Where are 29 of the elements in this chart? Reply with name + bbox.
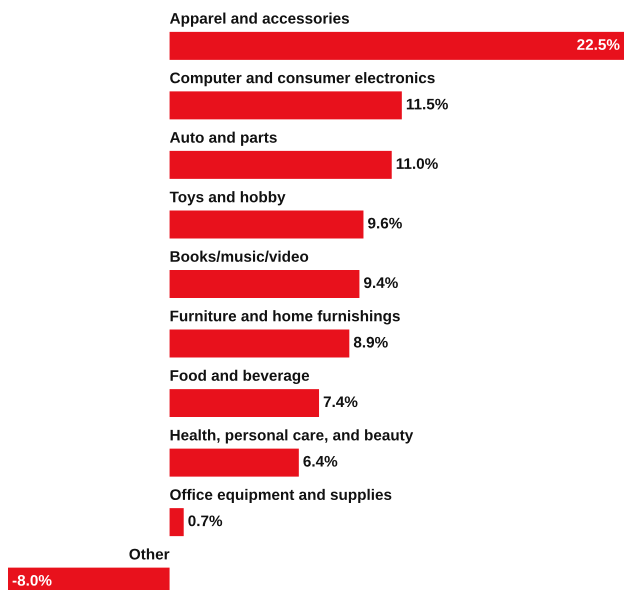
bar	[170, 91, 402, 120]
bar	[170, 150, 392, 179]
data-label: 6.4%	[303, 456, 338, 467]
bar	[170, 270, 360, 298]
data-label: 11.0%	[396, 158, 438, 170]
bar	[170, 210, 364, 238]
y-tick-label: Furniture and home furnishings	[170, 310, 400, 324]
bar	[170, 389, 320, 418]
y-tick-label: Other	[129, 548, 170, 560]
y-tick-label: Toys and hobby	[170, 191, 286, 206]
bar	[170, 330, 350, 358]
bar	[170, 508, 184, 536]
data-label: 7.4%	[324, 396, 358, 408]
data-label: -8.0%	[12, 574, 52, 586]
y-tick-label: Office equipment and supplies	[170, 488, 392, 504]
y-tick-label: Food and beverage	[170, 370, 310, 384]
y-tick-label: Apparel and accessories	[170, 12, 349, 27]
data-label: 9.6%	[368, 218, 402, 229]
data-label: 0.7%	[188, 515, 222, 526]
data-label: 9.4%	[364, 277, 398, 288]
data-label: 11.5%	[406, 98, 448, 110]
data-label: 22.5%	[577, 39, 620, 50]
y-tick-label: Books/music/video	[170, 250, 308, 262]
bar	[170, 32, 624, 60]
y-tick-label: Auto and parts	[170, 132, 277, 146]
bar	[170, 448, 299, 477]
data-label: 8.9%	[354, 336, 388, 348]
y-tick-label: Health, personal care, and beauty	[170, 429, 414, 444]
y-tick-label: Computer and consumer electronics	[170, 72, 435, 86]
